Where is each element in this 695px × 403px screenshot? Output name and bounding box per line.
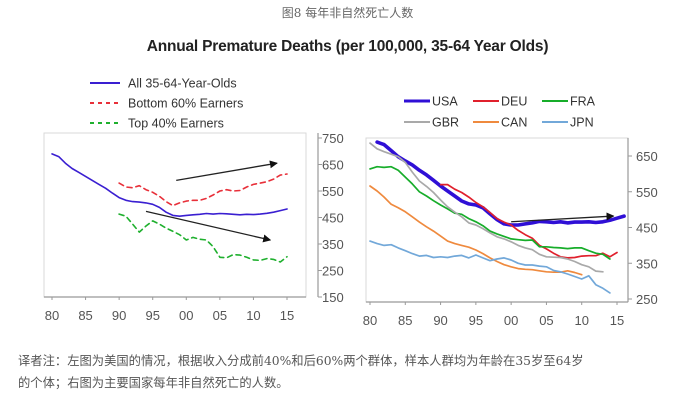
left-x-tick-label: 90	[112, 308, 126, 323]
left-trend-arrow	[145, 210, 272, 243]
note-line-1: 译者注：左图为美国的情况，根据收入分成前40%和后60%两个群体，样本人群均为年…	[18, 354, 584, 368]
legend-item-deu: DEU	[473, 95, 527, 109]
left-chart: 80 85 90 95 00 05 10 15 150 250 350 450 550 650 750 All…	[43, 77, 344, 323]
left-x-tick-label: 80	[45, 308, 59, 323]
right-legend: USA DEU FRA GBR CAN JPN	[404, 95, 596, 130]
right-x-tick-label: 80	[363, 313, 377, 328]
left-y-tick-label: 150	[322, 290, 344, 305]
left-series-top-40-earners	[118, 213, 288, 263]
legend-item-jpn: JPN	[542, 116, 594, 130]
right-y-tick-label: 450	[636, 221, 658, 236]
legend-label: FRA	[570, 95, 596, 109]
right-x-tick-label: 95	[469, 313, 483, 328]
legend-item-top-40-earners: Top 40% Earners	[90, 117, 224, 131]
legend-item-bottom-60-earners: Bottom 60% Earners	[90, 97, 243, 111]
left-trend-arrow	[176, 160, 278, 182]
left-x-tick-label: 05	[213, 308, 227, 323]
legend-item-can: CAN	[473, 116, 527, 130]
left-x-tick-label: 00	[179, 308, 193, 323]
legend-label: CAN	[501, 116, 527, 130]
right-y-tick-label: 350	[636, 256, 658, 271]
legend-label: Top 40% Earners	[128, 117, 224, 131]
left-y-tick-label: 750	[322, 131, 344, 146]
legend-label: USA	[432, 95, 458, 109]
right-series-jpn	[369, 240, 611, 294]
legend-item-gbr: GBR	[404, 116, 459, 130]
right-chart: 80 85 90 95 00 05 10 15 250 350 450 550 650 USA DEU FRA…	[363, 95, 658, 329]
legend-label: JPN	[570, 116, 594, 130]
legend-label: All 35-64-Year-Olds	[128, 77, 237, 91]
legend-item-all-35-64-year-olds: All 35-64-Year-Olds	[90, 77, 237, 91]
translator-note: 译者注：左图为美国的情况，根据收入分成前40%和后60%两个群体，样本人群均为年…	[18, 350, 688, 394]
left-x-tick-label: 95	[145, 308, 159, 323]
left-y-tick-label: 250	[322, 264, 344, 279]
right-series-can	[369, 185, 583, 276]
legend-label: DEU	[501, 95, 527, 109]
right-y-tick-label: 250	[636, 292, 658, 307]
figure-caption: 图8 每年非自然死亡人数	[281, 6, 414, 20]
legend-item-fra: FRA	[542, 95, 596, 109]
left-legend: All 35-64-Year-Olds Bottom 60% Earners Top…	[90, 77, 243, 131]
left-series-bottom-60-earners	[118, 173, 288, 207]
left-series-all-35-64-year-olds	[51, 153, 288, 217]
left-y-tick-label: 350	[322, 237, 344, 252]
legend-label: GBR	[432, 116, 459, 130]
chart-title: Annual Premature Deaths (per 100,000, 35…	[146, 38, 549, 55]
right-y-tick-label: 550	[636, 185, 658, 200]
left-y-tick-label: 550	[322, 184, 344, 199]
right-series-usa	[375, 140, 626, 227]
left-y-tick-label: 450	[322, 211, 344, 226]
right-series-gbr	[369, 142, 604, 273]
right-series-fra	[369, 165, 611, 260]
right-y-tick-label: 650	[636, 149, 658, 164]
legend-item-usa: USA	[404, 95, 458, 109]
left-x-tick-label: 15	[280, 308, 294, 323]
left-y-tick-label: 650	[322, 158, 344, 173]
right-x-tick-label: 05	[539, 313, 553, 328]
right-x-tick-label: 15	[610, 313, 624, 328]
legend-label: Bottom 60% Earners	[128, 97, 243, 111]
right-x-tick-label: 90	[433, 313, 447, 328]
left-x-tick-label: 85	[78, 308, 92, 323]
note-line-2: 的个体；右图为主要国家每年非自然死亡的人数。	[18, 376, 289, 390]
right-x-tick-label: 00	[504, 313, 518, 328]
right-x-tick-label: 85	[398, 313, 412, 328]
right-trend-arrow	[511, 212, 615, 223]
right-x-tick-label: 10	[574, 313, 588, 328]
right-series-deu	[439, 183, 618, 259]
left-x-tick-label: 10	[246, 308, 260, 323]
